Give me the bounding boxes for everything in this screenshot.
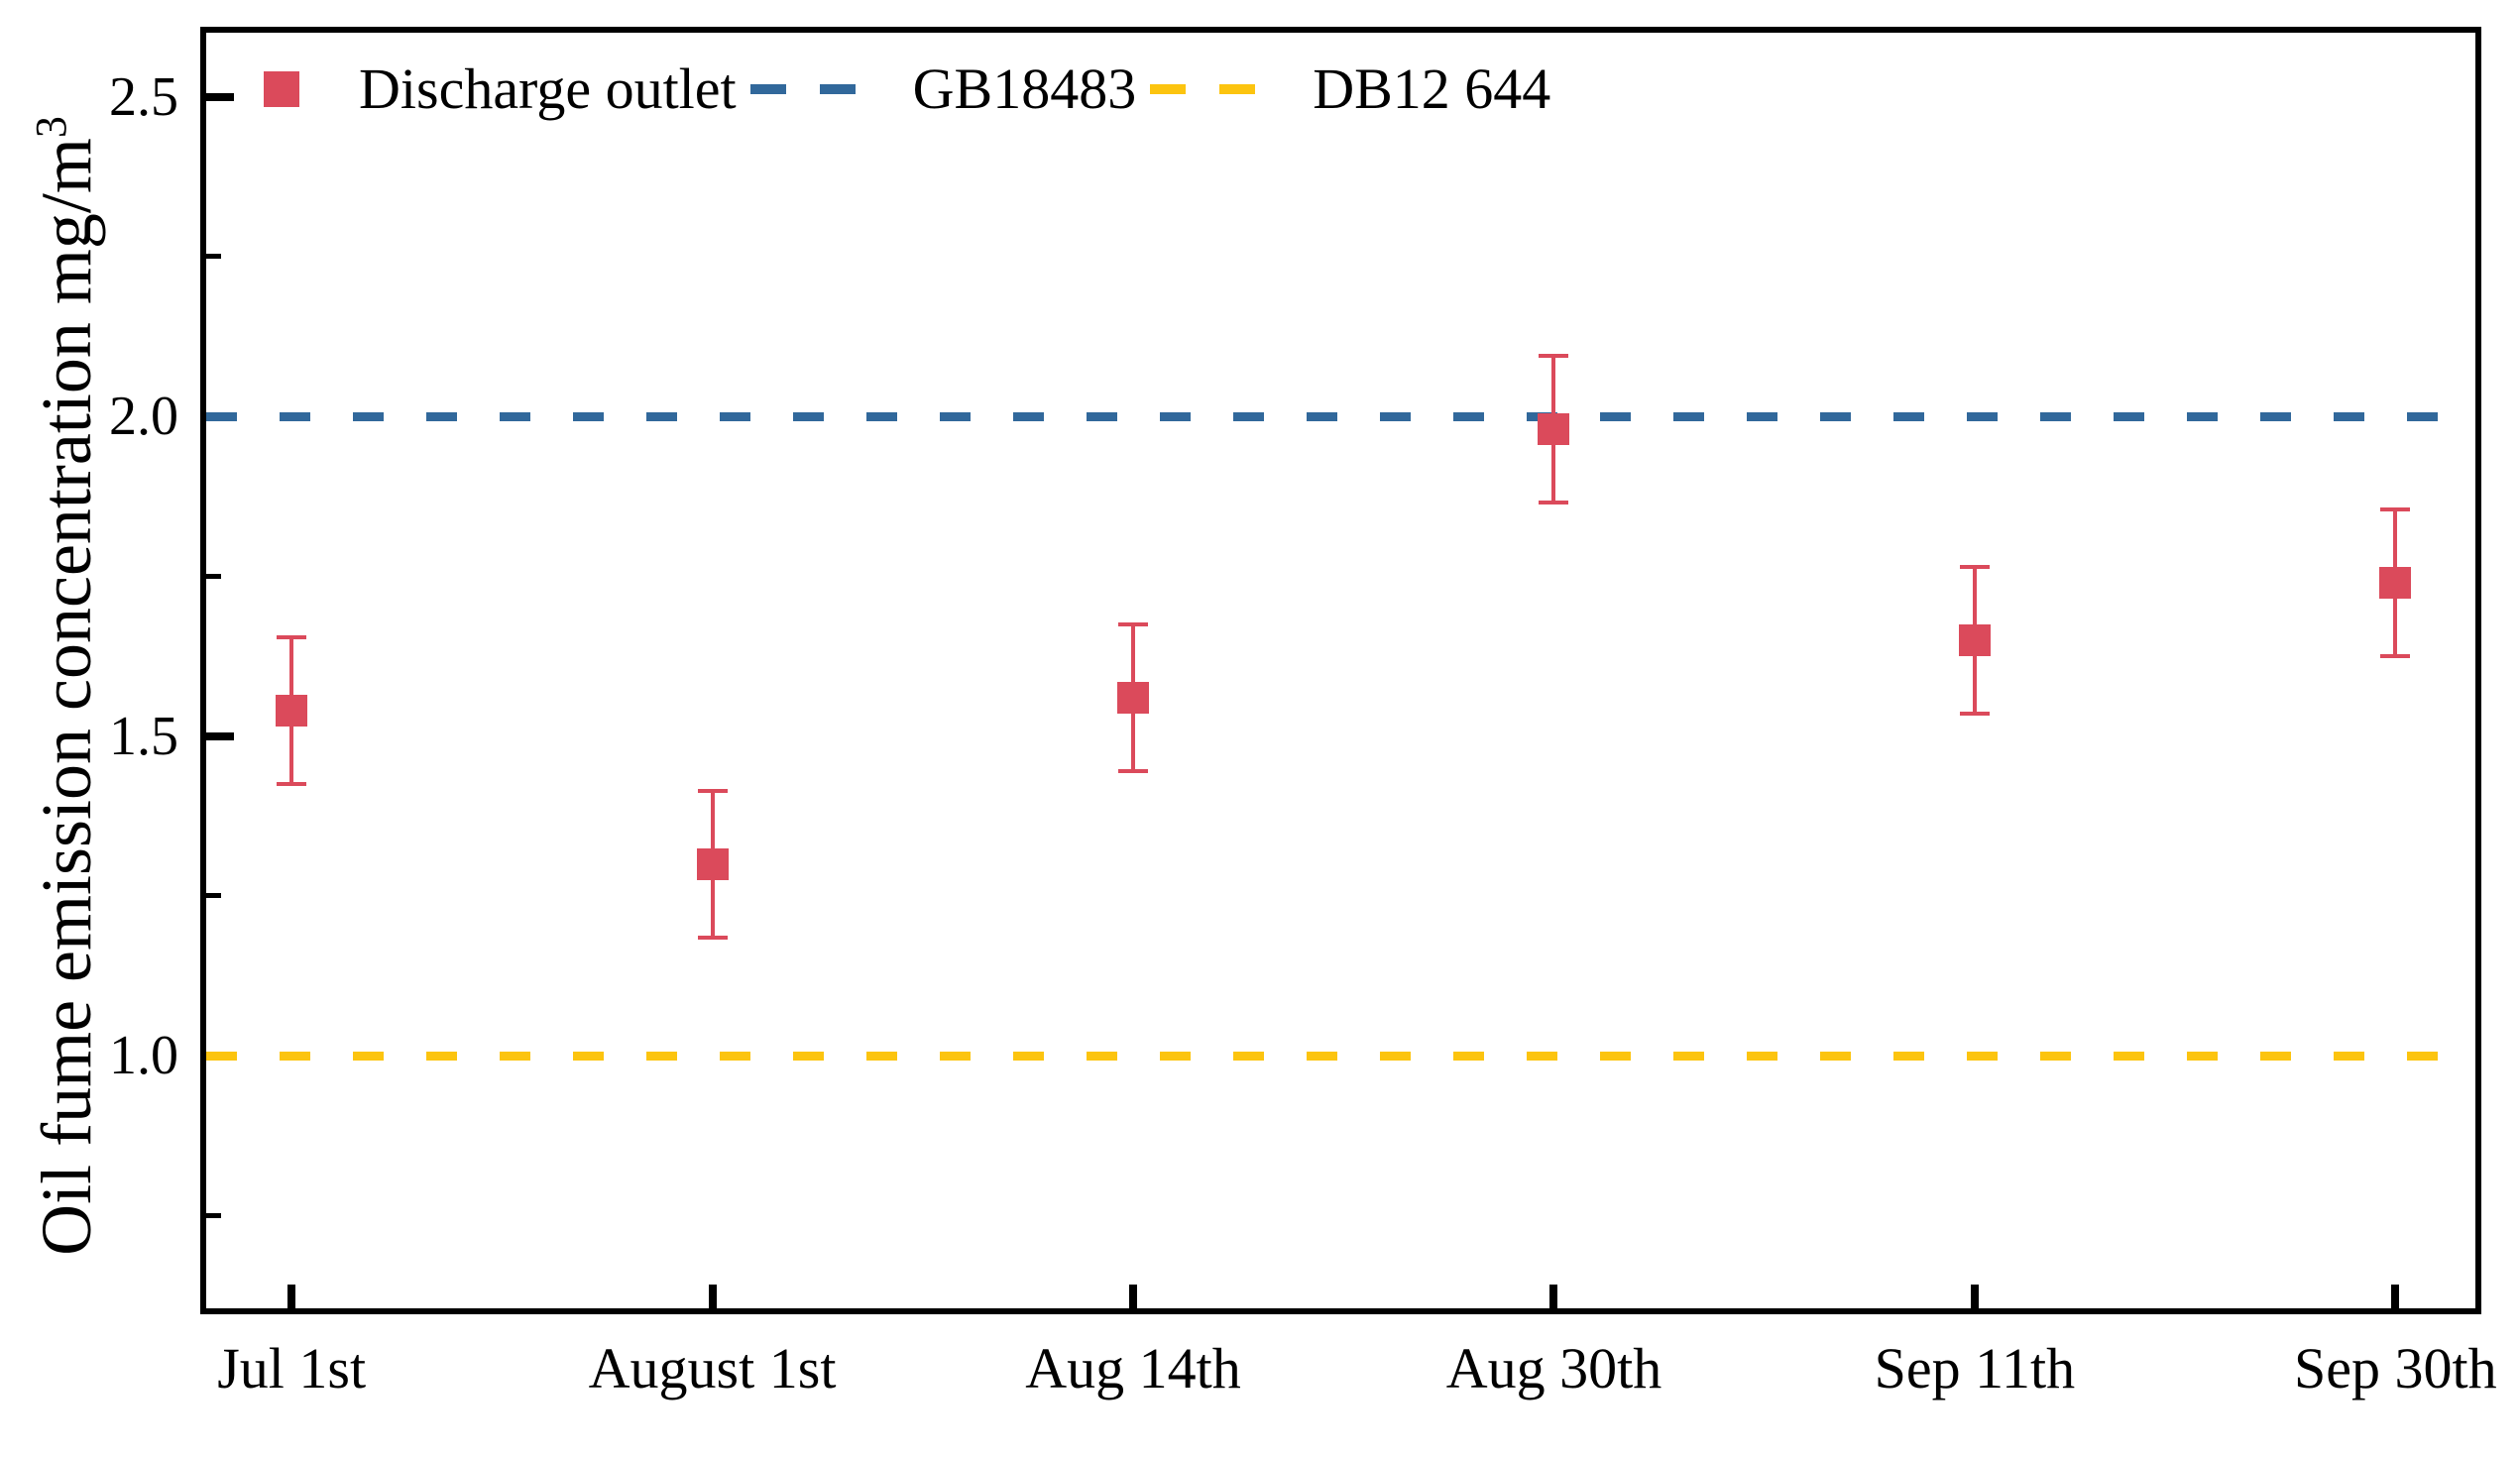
x-axis-tick	[708, 1285, 717, 1308]
x-axis-tick-label: Jul 1st	[217, 1336, 367, 1401]
legend-label: Discharge outlet	[359, 56, 737, 121]
x-axis-tick	[1549, 1285, 1558, 1308]
legend-square-swatch	[264, 71, 299, 107]
error-bar-cap-top	[1959, 564, 1990, 569]
data-point-marker	[1117, 682, 1150, 715]
reference-line-gb18483	[206, 411, 2475, 421]
x-axis-tick-label: Sep 30th	[2294, 1336, 2497, 1401]
error-bar-cap-bottom	[2380, 654, 2411, 659]
error-bar-cap-top	[697, 788, 728, 793]
y-axis-minor-tick	[206, 573, 221, 579]
y-axis-minor-tick	[206, 893, 221, 899]
x-axis-tick	[1970, 1285, 1979, 1308]
legend-dash	[1150, 84, 1187, 94]
data-point-marker	[1538, 413, 1570, 446]
x-axis-tick	[287, 1285, 296, 1308]
error-bar-cap-bottom	[1959, 712, 1990, 717]
y-axis-minor-tick	[206, 254, 221, 260]
x-axis-tick-label: Aug 30th	[1445, 1336, 1662, 1401]
y-axis-tick-label: 1.0	[109, 1025, 178, 1087]
legend-dash	[1219, 84, 1256, 94]
legend-label: GB18483	[912, 56, 1137, 121]
error-bar-cap-top	[1118, 621, 1149, 626]
y-axis-title-text: Oil fume emission concentration mg/m	[27, 138, 106, 1256]
x-axis-tick-label: Aug 14th	[1025, 1336, 1241, 1401]
reference-line-db12-644	[206, 1051, 2475, 1061]
error-bar-cap-bottom	[697, 935, 728, 940]
data-point-marker	[696, 847, 729, 880]
x-axis-tick	[2391, 1285, 2400, 1308]
data-point-marker	[2379, 566, 2412, 599]
error-bar-cap-top	[2380, 506, 2411, 511]
y-axis-tick-label: 1.5	[109, 705, 178, 767]
legend: Discharge outlet GB18483 DB12 644	[264, 55, 1564, 124]
legend-item: GB18483	[749, 56, 1137, 121]
y-axis-title: Oil fume emission concentration mg/m3	[10, 0, 106, 1380]
data-point-marker	[276, 694, 308, 727]
error-bar-cap-bottom	[1539, 501, 1569, 505]
error-bar-cap-top	[1539, 353, 1569, 358]
error-bar-cap-top	[277, 634, 307, 639]
legend-label: DB12 644	[1313, 56, 1551, 121]
y-axis-major-tick	[206, 92, 234, 101]
error-bar-cap-bottom	[1118, 769, 1149, 774]
data-point-marker	[1958, 623, 1991, 656]
legend-dash-swatch	[749, 84, 856, 94]
y-axis-tick-label: 2.0	[109, 386, 178, 448]
plot-frame	[200, 27, 2481, 1314]
legend-item: Discharge outlet	[264, 60, 737, 118]
legend-dash	[819, 84, 856, 94]
x-axis-tick-label: August 1st	[588, 1336, 837, 1401]
x-axis-tick	[1129, 1285, 1138, 1308]
error-bar-cap-bottom	[277, 782, 307, 787]
y-axis-major-tick	[206, 731, 234, 740]
y-axis-tick-label: 2.5	[109, 65, 178, 128]
legend-dash	[749, 84, 786, 94]
y-axis-minor-tick	[206, 1212, 221, 1218]
legend-dash-swatch	[1150, 84, 1256, 94]
x-axis-tick-label: Sep 11th	[1874, 1336, 2076, 1401]
legend-item: DB12 644	[1150, 60, 1550, 118]
